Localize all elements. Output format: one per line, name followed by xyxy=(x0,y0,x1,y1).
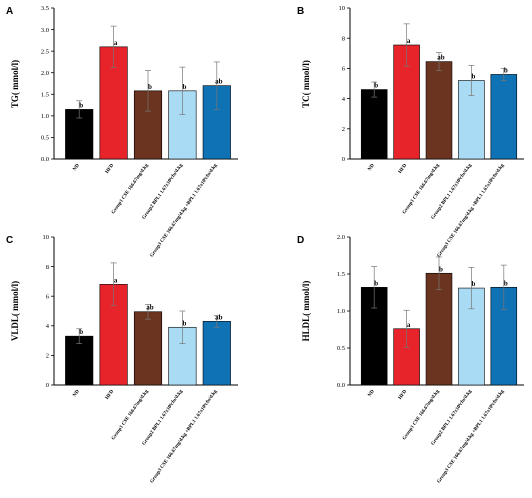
y-tick-label: 4 xyxy=(342,96,346,103)
panel-label: C xyxy=(6,235,13,246)
category-label: Group2 BPL1 1.67x10⁸cfu/d.kg xyxy=(141,162,184,220)
y-tick-label: 2.5 xyxy=(41,48,49,55)
y-tick-label: 0 xyxy=(342,156,345,163)
y-tick-label: 10 xyxy=(43,234,50,241)
significance-label: ab xyxy=(215,78,223,86)
y-tick-label: 6 xyxy=(342,66,346,73)
y-tick-label: 1.0 xyxy=(337,308,345,315)
significance-label: a xyxy=(114,276,118,284)
y-tick-label: 8 xyxy=(342,35,345,42)
y-tick-label: 0 xyxy=(46,382,49,389)
significance-label: b xyxy=(374,82,378,90)
y-tick-label: 3.5 xyxy=(41,5,49,12)
y-tick-label: 4 xyxy=(46,323,50,330)
bar xyxy=(133,311,163,386)
category-label: Group3 CSE 166.67mg/d.kg +BPL1 1.67x10⁸c… xyxy=(436,388,506,484)
category-label: Group2 BPL1 1.67x10⁸cfu/d.kg xyxy=(141,388,184,446)
significance-label: b xyxy=(374,279,378,287)
bar xyxy=(65,335,94,386)
significance-label: b xyxy=(79,328,83,336)
significance-label: a xyxy=(407,321,411,329)
bar xyxy=(490,74,518,160)
significance-label: b xyxy=(182,319,186,327)
significance-label: b xyxy=(471,72,475,80)
category-label: HFD xyxy=(398,389,408,401)
y-axis-label: VLDL( mmol/l) xyxy=(10,281,20,341)
category-label: Group3 CSE 166.67mg/d.kg +BPL1 1.67x10⁸c… xyxy=(436,162,506,258)
category-label: Group3 CSE 166.67mg/d.kg +BPL1 1.67x10⁸c… xyxy=(149,388,219,484)
significance-label: b xyxy=(439,265,443,273)
y-tick-label: 1.0 xyxy=(41,113,49,120)
category-label: HFD xyxy=(105,163,115,175)
y-axis-label: TG( mmol/l) xyxy=(10,60,20,108)
y-tick-label: 10 xyxy=(339,5,346,12)
y-tick-label: 1.5 xyxy=(41,91,49,98)
y-tick-label: 2.0 xyxy=(337,234,345,241)
panel-label: D xyxy=(297,235,304,246)
y-tick-label: 6 xyxy=(46,293,50,300)
significance-label: ab xyxy=(437,54,445,62)
category-label: HFD xyxy=(398,163,408,175)
significance-label: b xyxy=(79,101,83,109)
category-label: ND xyxy=(73,389,81,398)
significance-label: b xyxy=(504,66,508,74)
category-label: Group1 CSE 166.67mg/d.kg xyxy=(111,163,150,215)
bar xyxy=(425,61,453,160)
bar xyxy=(133,90,163,160)
category-label: ND xyxy=(73,163,81,172)
y-tick-label: 2.0 xyxy=(41,70,49,77)
bar xyxy=(202,321,231,386)
category-label: Group3 CSE 166.67mg/d.kg +BPL1 1.67x10⁸c… xyxy=(149,162,219,258)
significance-label: ab xyxy=(146,304,154,312)
bar xyxy=(425,272,453,386)
y-tick-label: 0.5 xyxy=(41,135,49,142)
y-axis-label: HLDL( mmol/l) xyxy=(301,281,311,342)
y-tick-label: 1.5 xyxy=(337,271,345,278)
y-axis-label: TC( mmol/l) xyxy=(301,60,311,108)
y-tick-label: 0.5 xyxy=(337,345,345,352)
y-tick-label: 0.0 xyxy=(41,156,49,163)
panel-label: A xyxy=(6,6,13,17)
category-label: Group1 CSE 166.67mg/d.kg xyxy=(402,163,441,215)
category-label: Group1 CSE 166.67mg/d.kg xyxy=(111,389,150,441)
y-tick-label: 8 xyxy=(46,264,49,271)
y-tick-label: 2 xyxy=(46,353,49,360)
y-tick-label: 2 xyxy=(342,126,345,133)
chart-panel-a: A TG( mmol/l) 0.0 0.5 1.0 1.5 2.0 2.5 3.0 3.5 b ND a… xyxy=(6,5,238,258)
significance-label: ab xyxy=(215,313,223,321)
chart-panel-b: B TC( mmol/l) 0 2 4 6 8 10 b ND a HFD ab Group1 CSE 1… xyxy=(297,5,524,258)
significance-label: b xyxy=(182,83,186,91)
panel-label: B xyxy=(297,6,304,17)
significance-label: b xyxy=(471,280,475,288)
chart-panel-c: C VLDL( mmol/l) 0 2 4 6 8 10 b ND a HFD ab Group1 CSE… xyxy=(6,234,238,484)
significance-label: b xyxy=(504,279,508,287)
category-label: ND xyxy=(368,163,376,172)
category-label: Group1 CSE 166.67mg/d.kg xyxy=(402,389,441,441)
significance-label: a xyxy=(114,39,118,47)
y-tick-label: 0.0 xyxy=(337,382,345,389)
y-tick-label: 3.0 xyxy=(41,27,49,34)
bar xyxy=(360,89,388,160)
category-label: ND xyxy=(368,389,376,398)
category-label: HFD xyxy=(105,389,115,401)
significance-label: b xyxy=(148,83,152,91)
chart-panel-d: D HLDL( mmol/l) 0.0 0.5 1.0 1.5 2.0 b ND a HFD b Gro… xyxy=(297,234,524,484)
significance-label: a xyxy=(407,37,411,45)
